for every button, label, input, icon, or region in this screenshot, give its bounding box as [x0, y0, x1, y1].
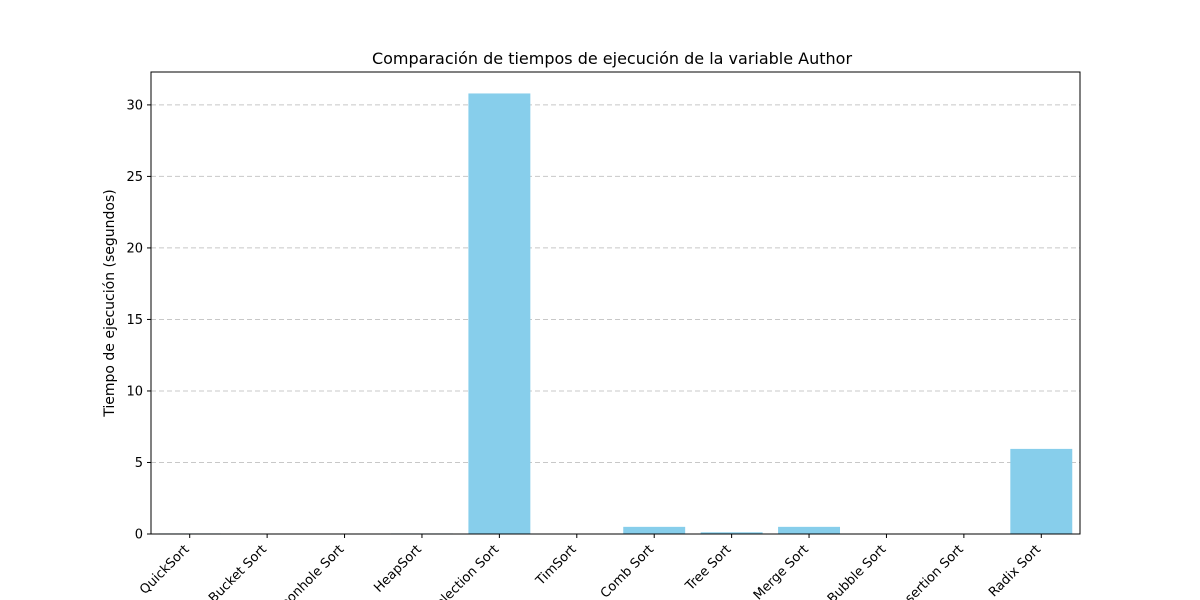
x-tick-label: Tree Sort	[682, 542, 734, 594]
bar	[623, 526, 686, 534]
y-tick-label: 25	[126, 170, 143, 185]
y-tick-label: 5	[135, 456, 143, 471]
x-tick-label: HeapSort	[371, 542, 424, 595]
y-axis-ticks: 0 5 10 15 20 25 30	[126, 98, 151, 543]
x-tick-label: Selection Sort	[427, 542, 502, 600]
bar	[700, 532, 763, 534]
x-tick-label: TimSort	[533, 542, 580, 589]
x-tick-label: Insertion Sort	[894, 542, 967, 600]
y-tick-label: 20	[126, 241, 143, 256]
y-axis-label: Tiempo de ejecución (segundos)	[102, 189, 118, 418]
x-tick-label: Comb Sort	[598, 542, 657, 600]
x-tick-label: QuickSort	[137, 542, 192, 597]
gridlines	[151, 104, 1080, 463]
x-tick-label: Merge Sort	[751, 542, 812, 600]
bars-group	[158, 93, 1073, 534]
y-tick-label: 30	[126, 98, 143, 113]
plot-frame	[150, 71, 1081, 535]
x-tick-label: Pigeonhole Sort	[264, 542, 347, 600]
x-tick-label: Bubble Sort	[825, 542, 889, 600]
y-tick-label: 10	[126, 384, 143, 399]
y-tick-label: 15	[126, 313, 143, 328]
x-tick-label: Bucket Sort	[206, 542, 270, 600]
x-tick-label: Radix Sort	[986, 542, 1044, 600]
bar	[778, 526, 841, 534]
chart-title: Comparación de tiempos de ejecución de l…	[372, 49, 853, 68]
y-tick-label: 0	[135, 528, 143, 543]
bar	[1010, 448, 1073, 534]
bar	[468, 93, 531, 534]
